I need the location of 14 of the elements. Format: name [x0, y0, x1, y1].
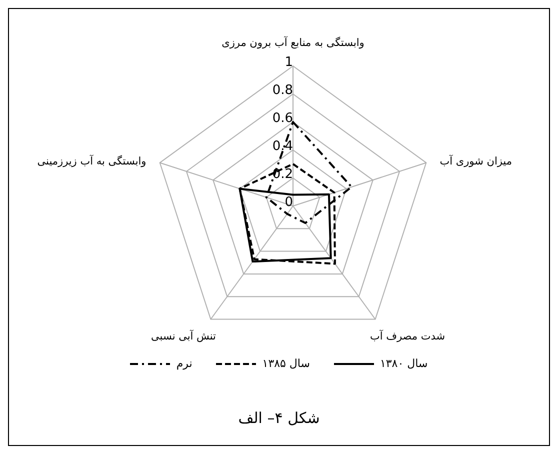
- legend-label: سال ۱۳۸۰: [380, 357, 428, 370]
- y-tick-label: 0: [284, 195, 293, 210]
- y-tick-label: 0.8: [272, 83, 293, 98]
- spoke-label: وابستگی به آب زیرزمینی: [37, 154, 146, 168]
- legend-label: نرم: [176, 357, 192, 370]
- y-tick-label: 0.4: [272, 139, 293, 154]
- spoke-label: میزان شوری آب: [440, 154, 512, 168]
- legend-label: سال ۱۳۸۵: [262, 357, 310, 370]
- y-tick-label: 1: [284, 55, 293, 70]
- y-tick-label: 0.6: [272, 111, 293, 126]
- spoke-label: تنش آبی نسبی: [151, 330, 216, 343]
- text: شکل ۴– الف: [237, 409, 321, 427]
- spoke-label: شدت مصرف آب: [370, 330, 446, 343]
- spoke-label: وابستگی به منابع آب برون مرزی: [222, 36, 364, 49]
